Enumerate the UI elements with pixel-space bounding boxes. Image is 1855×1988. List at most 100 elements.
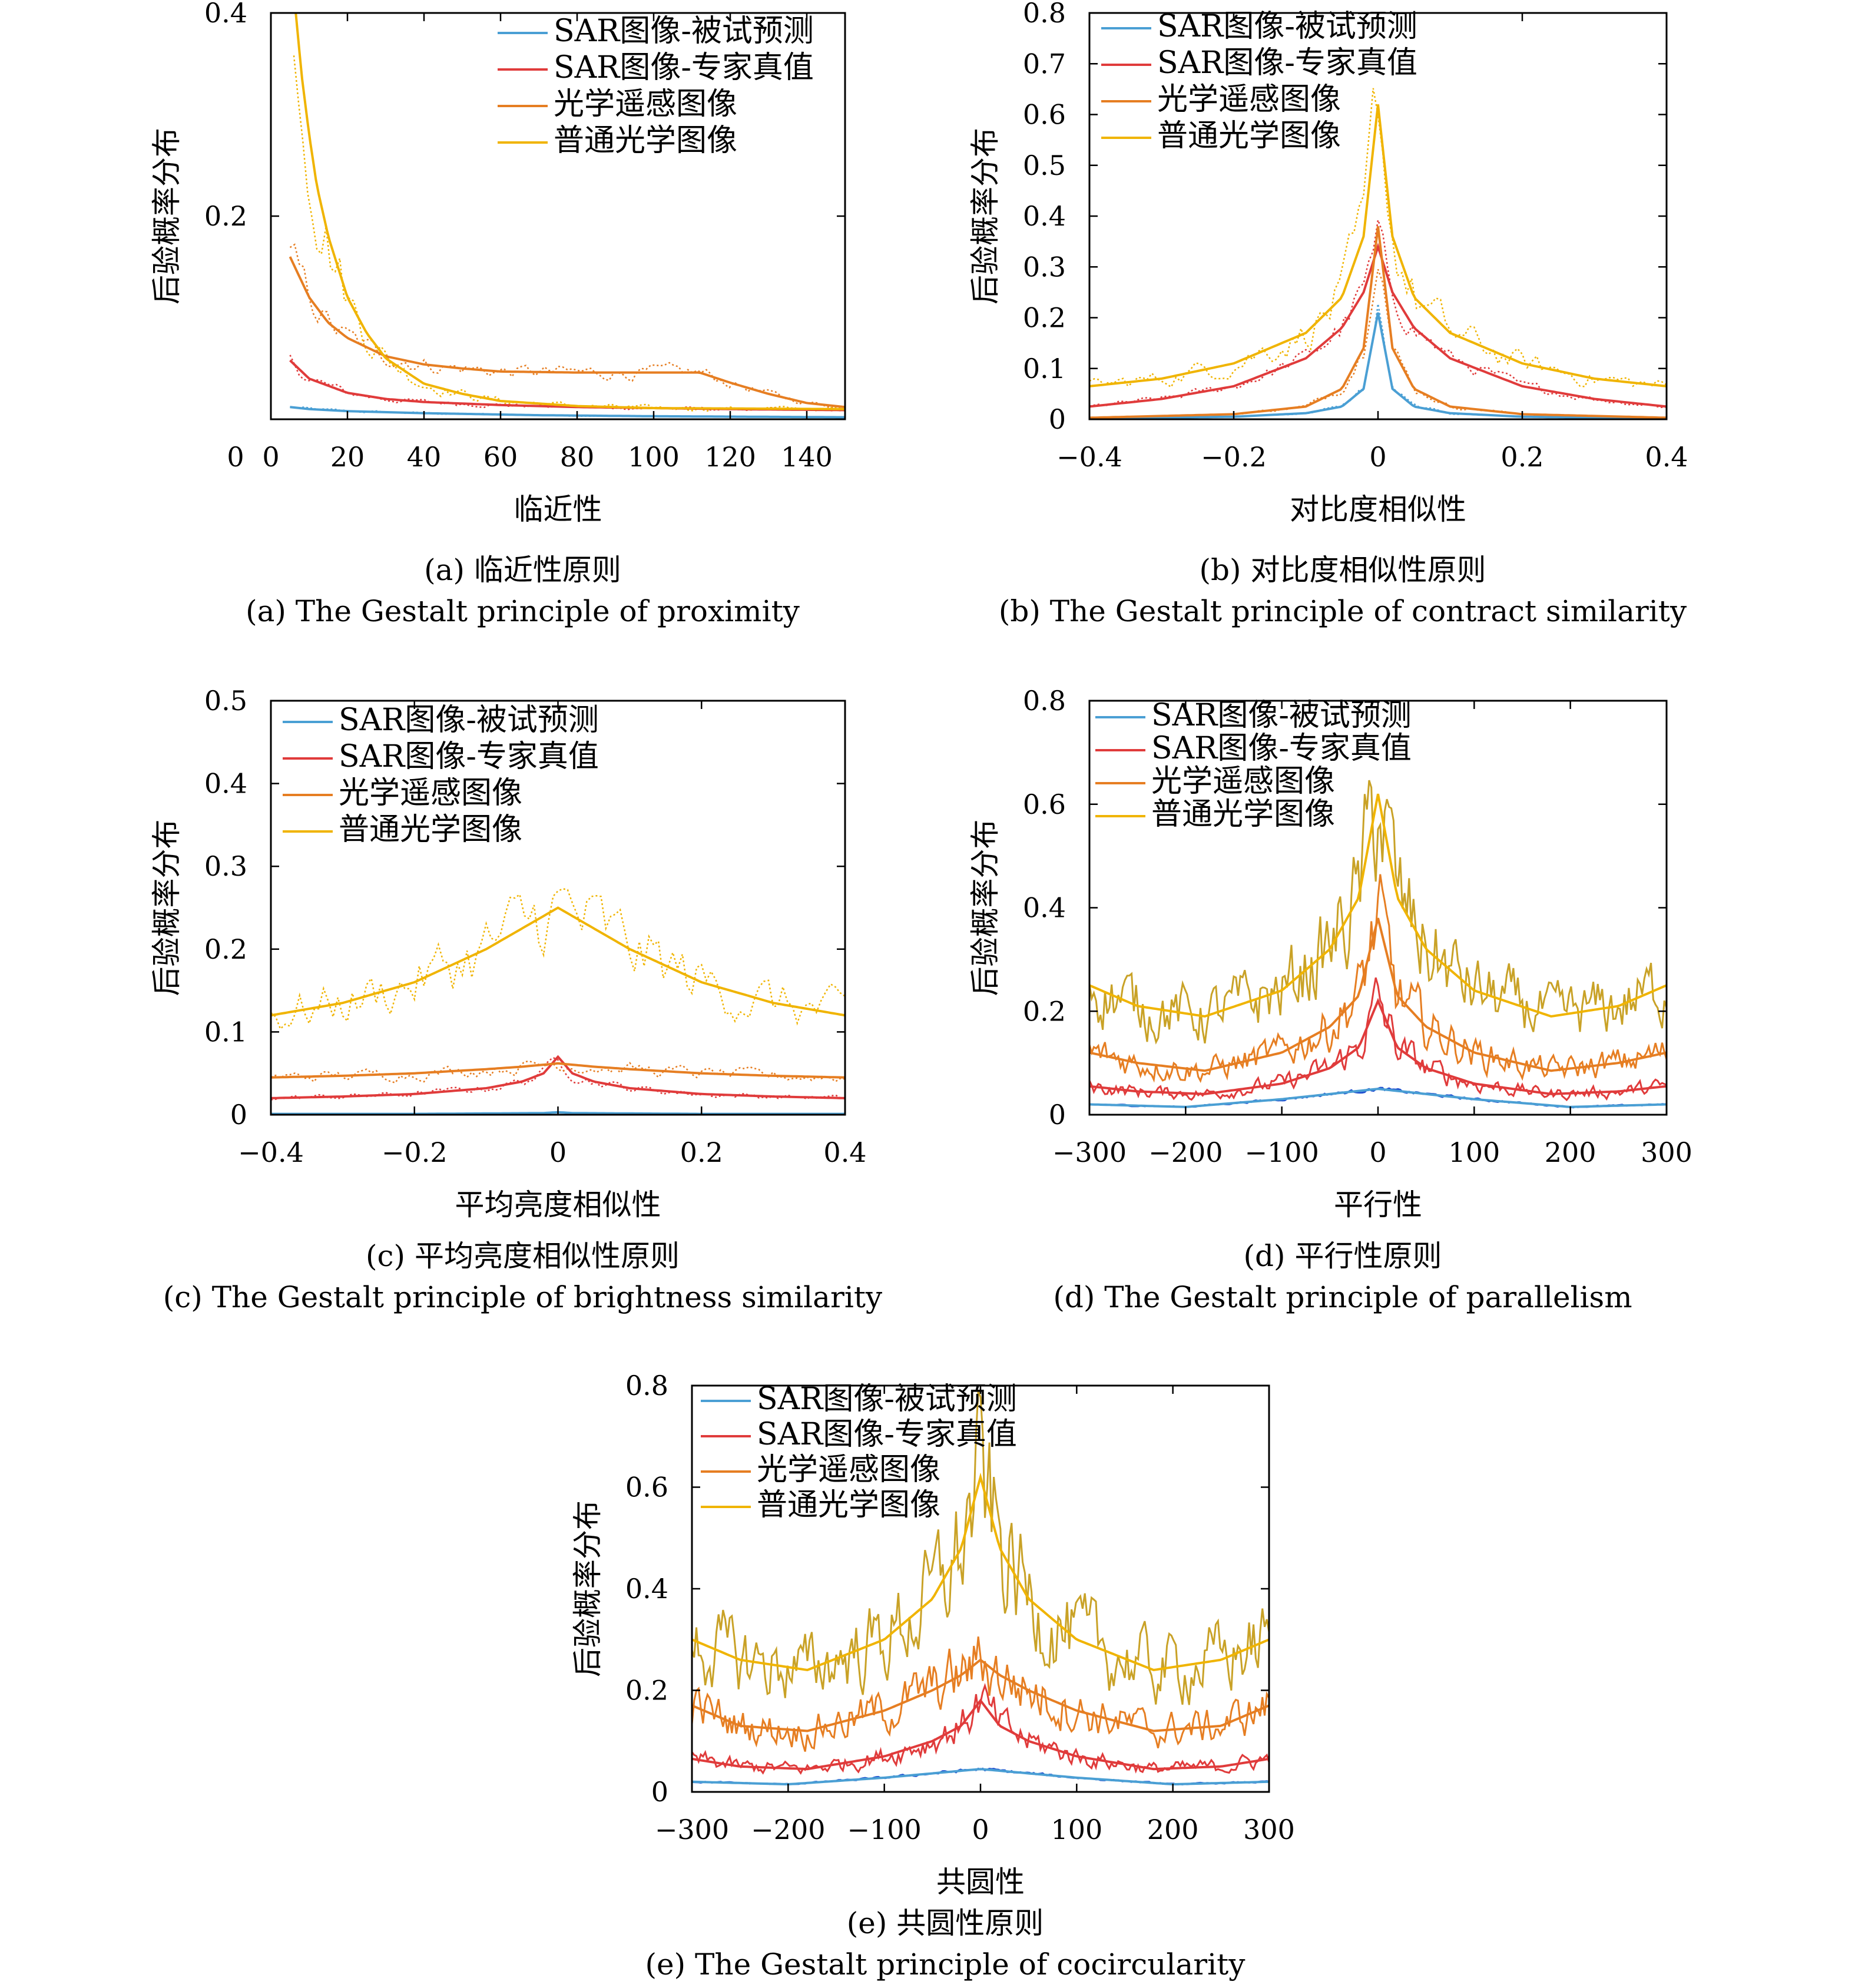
y-tick-label: 0.2 [204,200,247,232]
y-tick-label: 0.4 [204,0,247,29]
series-line-optical_rs [289,256,845,409]
series-line-optical_common [692,1472,1269,1672]
legend-entry-sar_expert: SAR图像-专家真值 [554,50,814,85]
x-tick-label: 0 [1369,1137,1386,1168]
y-tick-label: 0 [651,1776,668,1808]
caption-en: (b) The Gestalt principle of contract si… [999,594,1687,628]
x-axis-label: 对比度相似性 [1290,492,1466,526]
x-tick-label: 0.2 [680,1137,723,1168]
noisy-trace-optical_common [692,1390,1269,1705]
x-tick-label: 300 [1243,1814,1295,1845]
noisy-trace-sar_subject [1089,303,1667,419]
x-axis-label: 平行性 [1334,1188,1422,1222]
series-line-sar_expert [1089,998,1667,1095]
legend-entry-optical_common: 普通光学图像 [1151,797,1335,832]
legend-entry-optical_common: 普通光学图像 [1157,118,1341,154]
legend-entry-sar_subject: SAR图像-被试预测 [757,1381,1017,1417]
y-tick-label: 0 [230,1099,247,1131]
x-tick-label: −0.2 [382,1137,448,1168]
y-tick-label: 0.8 [1023,685,1066,717]
caption-cn: (a) 临近性原则 [424,553,621,587]
legend-entry-optical_rs: 光学遥感图像 [554,87,737,122]
caption-en: (e) The Gestalt principle of cocirculari… [645,1947,1246,1982]
y-tick-label: 0 [1049,1099,1066,1131]
caption-cn: (b) 对比度相似性原则 [1200,553,1486,587]
series-line-optical_rs [1089,917,1667,1072]
x-tick-label: 0 [262,441,279,473]
y-tick-label: 0.4 [625,1573,668,1605]
x-tick-label: 40 [407,441,442,473]
caption-cn: (e) 共圆性原则 [847,1906,1044,1940]
x-tick-label: 100 [1448,1137,1500,1168]
x-tick-label: 300 [1641,1137,1692,1168]
legend-entry-sar_expert: SAR图像-专家真值 [757,1417,1017,1452]
x-tick-label: 0 [227,441,244,473]
x-tick-label: 80 [560,441,595,473]
x-tick-label: −0.2 [1201,441,1267,473]
chart-panel-b: −0.4 −0.2 0 0.2 0.4 0 0.1 0.2 0.3 0.4 0.5 0.6 0.7 0.8… [968,0,1688,628]
y-tick-label: 0.8 [625,1370,668,1401]
legend-entry-sar_expert: SAR图像-专家真值 [339,739,599,774]
noisy-trace-sar_subject [692,1767,1269,1785]
y-axis-label: 后验概率分布 [571,1500,605,1677]
legend-entry-sar_expert: SAR图像-专家真值 [1151,731,1412,766]
y-axis-label: 后验概率分布 [150,820,184,996]
chart-panel-c: −0.4 −0.2 0 0.2 0.4 0 0.1 0.2 0.3 0.4 0.5 平均亮度相似性 后验… [150,685,883,1314]
y-axis-label: 后验概率分布 [968,128,1002,304]
y-tick-label: 0.4 [204,768,247,800]
x-tick-label: 100 [628,441,680,473]
y-tick-label: 0.8 [1023,0,1066,29]
chart-panel-e: −300 −200 −100 0 100 200 300 0 0.2 0.4 0.6 0.8 共圆性 后验… [571,1370,1295,1982]
series-line-optical_common [294,13,845,410]
x-tick-label: 60 [483,441,518,473]
x-tick-label: −0.4 [238,1137,304,1168]
noisy-trace-optical_rs [692,1636,1269,1752]
noisy-trace-optical_rs [289,243,845,409]
series-line-sar_expert [271,1055,845,1099]
plot-area [1089,88,1667,419]
series-line-optical_rs [692,1658,1269,1732]
x-tick-label: −100 [847,1814,921,1845]
legend-entry-optical_rs: 光学遥感图像 [1157,82,1341,117]
x-tick-label: 140 [781,441,833,473]
x-tick-label: −0.4 [1056,441,1122,473]
y-tick-label: 0.6 [625,1472,668,1503]
caption-en: (c) The Gestalt principle of brightness … [163,1280,883,1314]
legend-entry-sar_subject: SAR图像-被试预测 [339,703,599,738]
legend-entry-optical_common: 普通光学图像 [339,812,522,847]
series-line-sar_subject [692,1768,1269,1786]
noisy-trace-optical_common [1089,780,1667,1045]
noisy-trace-sar_subject [1089,1086,1667,1109]
legend-entry-optical_rs: 光学遥感图像 [757,1452,940,1487]
y-tick-label: 0.4 [1023,892,1066,924]
x-tick-label: 0 [1369,441,1386,473]
series-line-optical_common [271,906,845,1017]
plot-area [271,887,845,1115]
legend-entry-optical_common: 普通光学图像 [554,123,737,158]
x-tick-label: 0 [972,1814,989,1845]
legend-entry-optical_common: 普通光学图像 [757,1487,940,1523]
x-tick-label: −200 [1148,1137,1223,1168]
x-axis-label: 平均亮度相似性 [455,1188,661,1222]
y-tick-label: 0.5 [204,685,247,717]
y-tick-label: 0.2 [1023,995,1066,1027]
legend-entry-sar_expert: SAR图像-专家真值 [1157,45,1417,81]
x-axis-label: 临近性 [514,492,602,526]
x-tick-label: −200 [751,1814,825,1845]
x-tick-label: 200 [1147,1814,1199,1845]
series-line-sar_expert [1089,243,1667,408]
x-tick-label: 0.2 [1500,441,1543,473]
y-tick-label: 0.7 [1023,48,1066,79]
y-tick-label: 0.2 [204,933,247,965]
y-tick-label: 0.2 [1023,302,1066,334]
caption-en: (a) The Gestalt principle of proximity [246,594,800,628]
y-tick-label: 0 [1049,403,1066,435]
y-tick-label: 0.3 [204,850,247,882]
caption-cn: (c) 平均亮度相似性原则 [366,1239,680,1273]
noisy-trace-optical_common [271,887,845,1031]
x-tick-label: −300 [1052,1137,1127,1168]
legend-entry-sar_subject: SAR图像-被试预测 [1157,9,1417,44]
y-axis-label: 后验概率分布 [968,820,1002,996]
y-tick-label: 0.6 [1023,99,1066,131]
